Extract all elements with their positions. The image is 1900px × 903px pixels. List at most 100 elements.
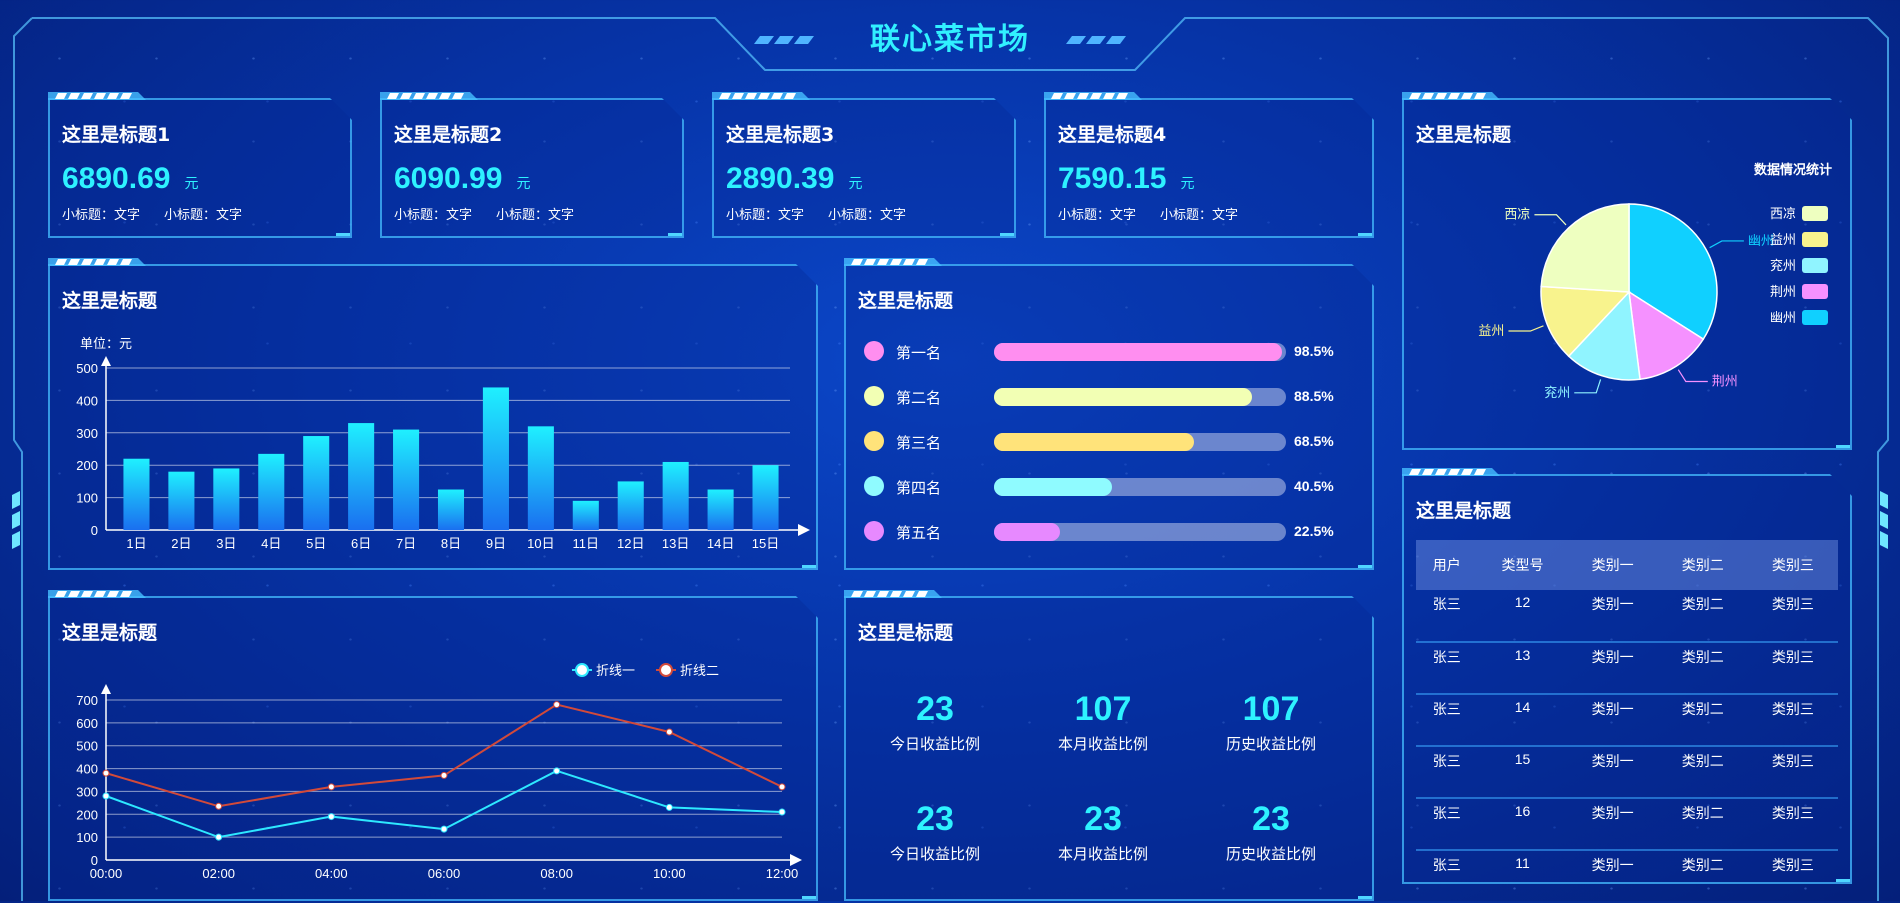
table-cell: 张三: [1416, 694, 1477, 746]
stat-label: 今日收益比例: [889, 736, 980, 753]
stat-value: 23: [1084, 800, 1122, 838]
bar: [123, 459, 149, 530]
y-tick-label: 0: [91, 523, 98, 538]
kpi-subtitles: 小标题：文字 小标题：文字: [726, 207, 907, 222]
pie-slice-label: 兖州: [1544, 385, 1570, 400]
table-row[interactable]: 张三 11 类别一 类别二 类别三: [1416, 850, 1838, 884]
table-row[interactable]: 张三 12 类别一 类别二 类别三: [1416, 590, 1838, 642]
y-tick-label: 300: [76, 426, 98, 441]
y-tick-label: 500: [76, 361, 98, 376]
table-cell: 类别三: [1748, 590, 1838, 642]
x-tick-label: 13日: [662, 536, 689, 551]
pie-slice-label: 荆州: [1712, 373, 1738, 388]
panel-title: 这里是标题: [858, 622, 954, 644]
table-cell: 类别二: [1658, 746, 1748, 798]
panel-title: 这里是标题: [62, 290, 158, 312]
kpi-title: 这里是标题3: [726, 124, 835, 146]
legend-swatch: [1802, 258, 1828, 273]
stat-item: 23 今日收益比例: [860, 800, 1010, 864]
kpi-card-1: 这里是标题1 6890.69 元 小标题：文字 小标题：文字: [48, 98, 352, 238]
ranking-panel: 这里是标题 第一名 98.5% 第二名 88.5% 第三名 68.5% 第四名 40.5% 第五…: [844, 264, 1374, 570]
kpi-subtitles: 小标题：文字 小标题：文字: [62, 207, 243, 222]
legend-label[interactable]: 折线一: [596, 663, 635, 678]
data-point: [554, 702, 560, 708]
rank-percent: 22.5%: [1294, 523, 1334, 539]
bar: [168, 472, 194, 530]
x-tick-label: 10:00: [653, 866, 686, 881]
table-cell: 类别一: [1568, 746, 1658, 798]
legend-marker-icon[interactable]: [660, 664, 672, 676]
table-cell: 张三: [1416, 798, 1477, 850]
legend-label: 荆州: [1770, 284, 1796, 299]
stat-label: 历史收益比例: [1225, 736, 1316, 753]
stat-item: 23 本月收益比例: [1028, 800, 1178, 864]
table-cell: 张三: [1416, 850, 1477, 884]
stat-item: 23 今日收益比例: [860, 690, 1010, 754]
panel-title: 这里是标题: [62, 622, 158, 644]
bar: [258, 454, 284, 530]
bar: [573, 501, 599, 530]
bar: [708, 490, 734, 531]
table-row[interactable]: 张三 14 类别一 类别二 类别三: [1416, 694, 1838, 746]
bar: [438, 490, 464, 531]
rank-percent: 88.5%: [1294, 388, 1334, 404]
pie-label-line: [1678, 370, 1708, 382]
rank-row: 第一名 98.5%: [858, 338, 1338, 364]
table-row[interactable]: 张三 15 类别一 类别二 类别三: [1416, 746, 1838, 798]
data-point: [554, 768, 560, 774]
x-tick-label: 14日: [707, 536, 734, 551]
bar: [393, 430, 419, 530]
rank-row: 第四名 40.5%: [858, 473, 1338, 499]
data-point: [216, 834, 222, 840]
table-cell: 类别一: [1568, 850, 1658, 884]
stat-item: 107 本月收益比例: [1028, 690, 1178, 754]
rank-name: 第五名: [896, 525, 942, 542]
legend-marker-icon[interactable]: [576, 664, 588, 676]
y-tick-label: 100: [76, 830, 98, 845]
y-tick-label: 500: [76, 739, 98, 754]
stat-value: 23: [916, 690, 954, 728]
table-cell: 张三: [1416, 746, 1477, 798]
rank-row: 第三名 68.5%: [858, 428, 1338, 454]
table-cell: 类别二: [1658, 590, 1748, 642]
table-header-cell: 用户: [1416, 540, 1477, 590]
x-tick-label: 2日: [171, 536, 191, 551]
bar: [303, 436, 329, 530]
table-row[interactable]: 张三 16 类别一 类别二 类别三: [1416, 798, 1838, 850]
table-cell: 12: [1477, 590, 1567, 642]
panel-title: 这里是标题: [1416, 124, 1512, 146]
stat-value: 23: [916, 800, 954, 838]
table-row[interactable]: 张三 13 类别一 类别二 类别三: [1416, 642, 1838, 694]
stat-value: 23: [1252, 800, 1290, 838]
table-header-cell: 类别二: [1658, 540, 1748, 590]
kpi-subtitles: 小标题：文字 小标题：文字: [394, 207, 575, 222]
data-point: [328, 784, 334, 790]
table-cell: 类别三: [1748, 850, 1838, 884]
panel-title: 这里是标题: [858, 290, 954, 312]
legend-label[interactable]: 折线二: [680, 663, 719, 678]
table-cell: 类别一: [1568, 694, 1658, 746]
line-chart: 0 100 200 300 400 500 600 700 00:00 02:00 04:00 06:…: [50, 598, 820, 903]
pie-slice: [1541, 286, 1629, 356]
x-tick-label: 06:00: [428, 866, 461, 881]
x-tick-label: 04:00: [315, 866, 348, 881]
stats-panel: 这里是标题 23 今日收益比例 107 本月收益比例 107 历史收益比例 23 今日收益比例…: [844, 596, 1374, 901]
table-cell: 14: [1477, 694, 1567, 746]
rank-progress-fill: [994, 433, 1194, 451]
unit-label: 单位：元: [80, 336, 132, 351]
x-tick-label: 12日: [617, 536, 644, 551]
pie-slice-label: 西凉: [1504, 207, 1530, 222]
rank-progress-fill: [994, 523, 1060, 541]
rank-dot-icon: [864, 341, 884, 361]
y-axis-arrow-icon: [101, 356, 111, 366]
table-cell: 16: [1477, 798, 1567, 850]
rank-row: 第二名 88.5%: [858, 383, 1338, 409]
x-axis-arrow-icon: [798, 524, 810, 536]
table-cell: 类别一: [1568, 798, 1658, 850]
stat-label: 今日收益比例: [889, 846, 980, 863]
y-tick-label: 300: [76, 784, 98, 799]
table-header-cell: 类别三: [1748, 540, 1838, 590]
x-tick-label: 5日: [306, 536, 326, 551]
y-tick-label: 200: [76, 807, 98, 822]
table-cell: 张三: [1416, 642, 1477, 694]
